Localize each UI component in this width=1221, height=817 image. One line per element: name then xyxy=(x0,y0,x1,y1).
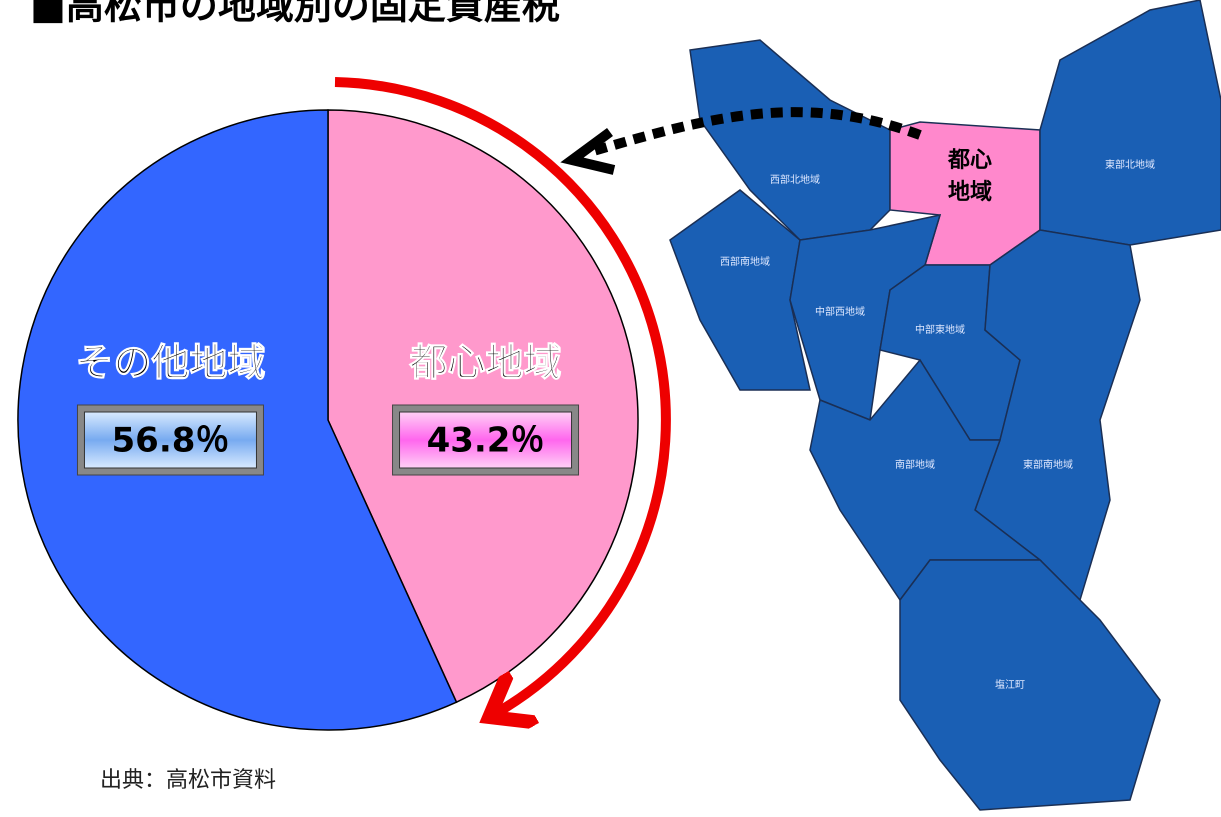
pie: 都心地域 43.2％ その他地域 56.8％ xyxy=(17,109,639,731)
region-label-line: 中部西地域 xyxy=(815,305,865,318)
red-arrow xyxy=(334,77,671,712)
slice-label: その他地域 xyxy=(75,341,265,385)
region-label: 南部地域 xyxy=(895,458,935,471)
chart-title: ■高松市の地域別の固定資産税 xyxy=(30,0,560,28)
region-label-line: 西部北地域 xyxy=(770,173,820,186)
region-label-line: 西部南地域 xyxy=(720,255,770,268)
region-label: 塩江町 xyxy=(995,678,1025,691)
label-box xyxy=(399,411,573,469)
region-label-line: 塩江町 xyxy=(995,678,1025,691)
map-region xyxy=(899,559,1161,811)
label-box xyxy=(83,411,257,469)
region-label-line: 東部北地域 xyxy=(1105,158,1155,171)
slice-label: 都心地域 xyxy=(409,341,562,385)
region-label-line: 地域 xyxy=(948,179,992,205)
region-label: 中部西地域 xyxy=(815,305,865,318)
map-region xyxy=(1039,0,1221,246)
region-label-line: 都心 xyxy=(947,148,992,173)
source: 出典：高松市資料 xyxy=(100,768,276,793)
region-label: 都心地域 xyxy=(947,148,992,205)
region-label: 西部北地域 xyxy=(770,173,820,186)
region-label: 中部東地域 xyxy=(915,323,965,336)
region-label-line: 東部南地域 xyxy=(1023,458,1073,471)
region-label: 西部南地域 xyxy=(720,255,770,268)
map-region xyxy=(689,39,891,241)
value-label: 43.2％ xyxy=(427,421,545,461)
map-region xyxy=(669,189,811,391)
value-label: 56.8％ xyxy=(112,421,230,461)
region-label-line: 中部東地域 xyxy=(915,323,965,336)
arrow-head xyxy=(560,127,616,175)
dotted-arrow xyxy=(588,107,922,157)
region-label: 東部北地域 xyxy=(1105,158,1155,171)
region-label: 東部南地域 xyxy=(1023,458,1073,471)
region-label-line: 南部地域 xyxy=(895,458,935,471)
